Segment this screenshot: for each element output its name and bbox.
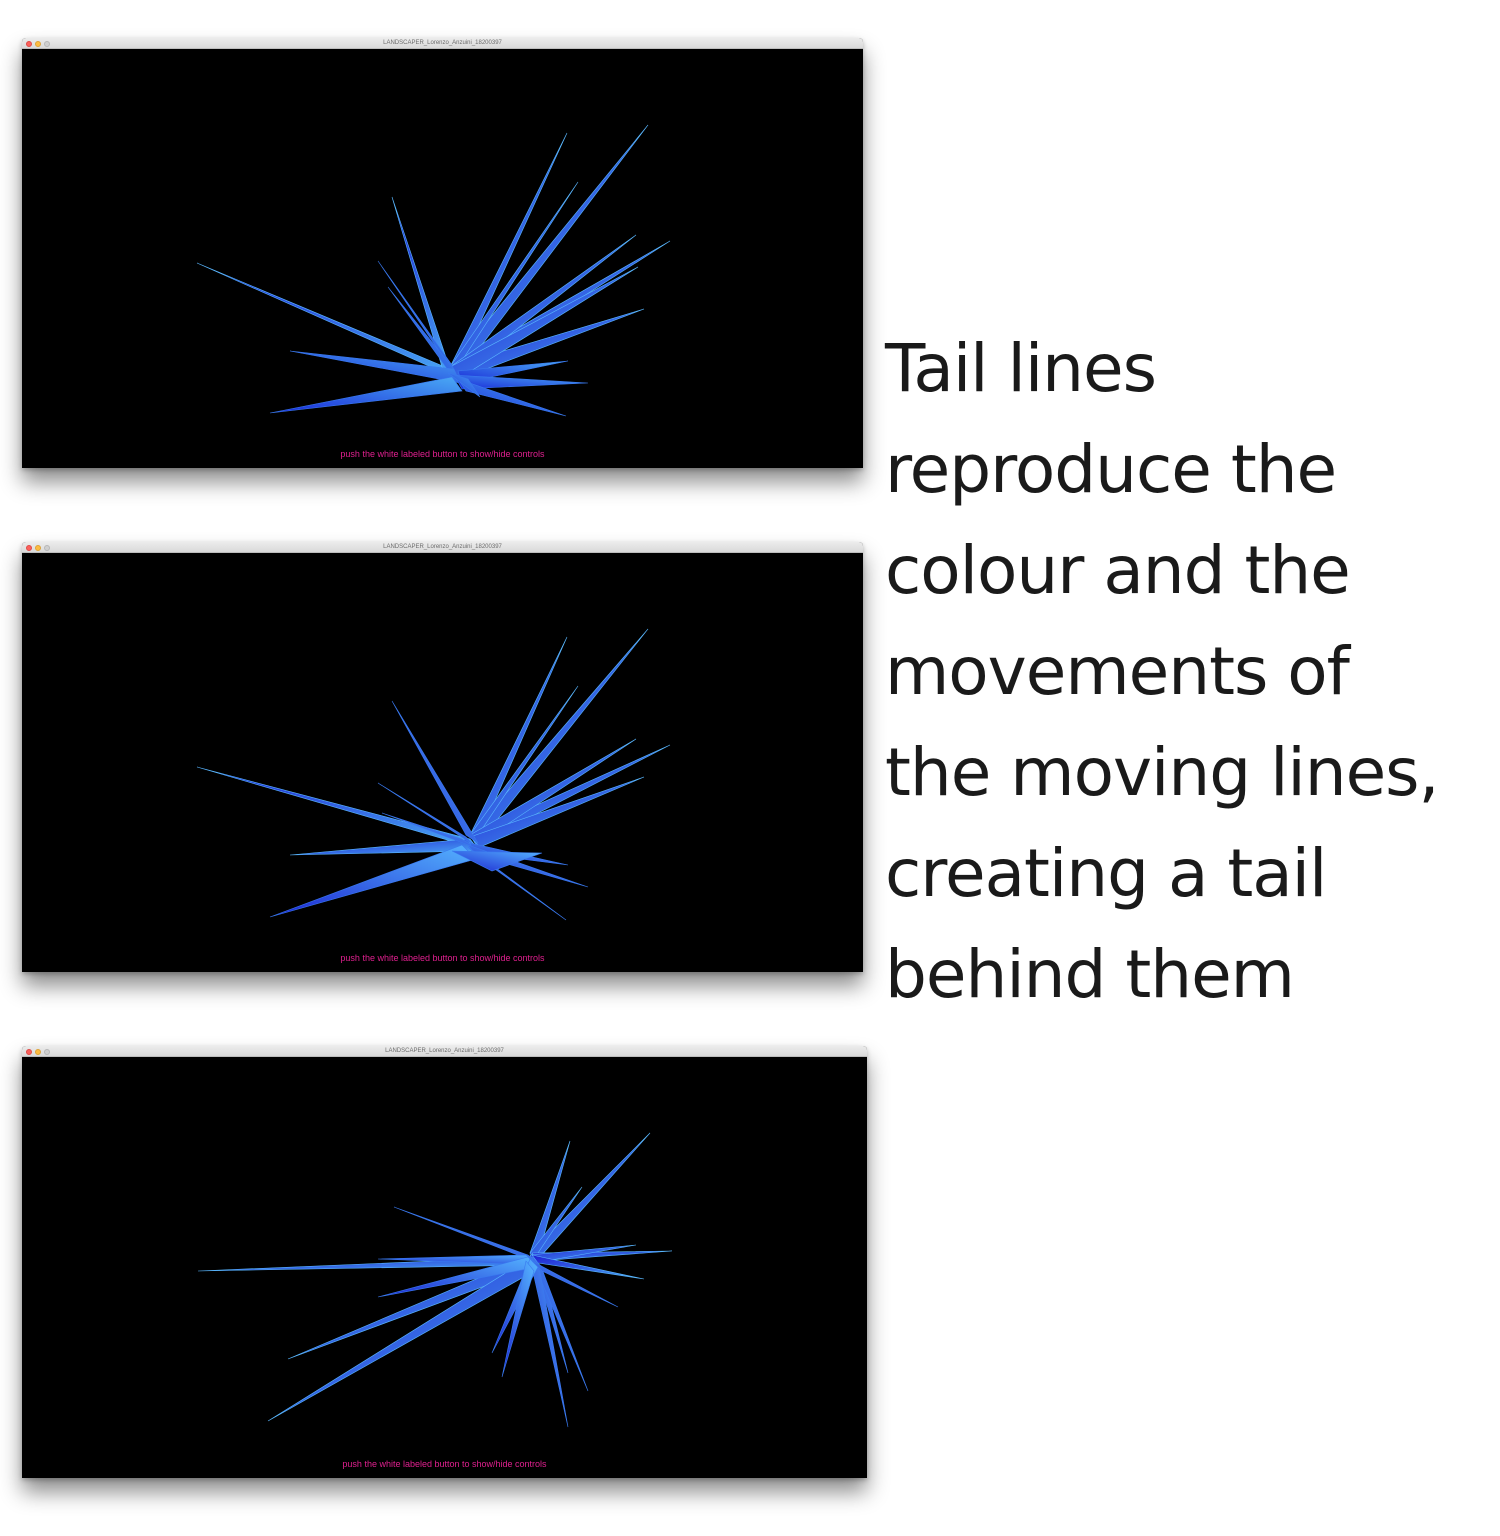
spike-sculpture-1: [196, 124, 671, 417]
minimize-icon[interactable]: [35, 40, 41, 47]
window-title: LANDSCAPER_Lorenzo_Anzuini_18200397: [385, 1048, 504, 1054]
sketch-canvas[interactable]: push the white labeled button to show/hi…: [22, 49, 863, 468]
app-window-1: LANDSCAPER_Lorenzo_Anzuini_18200397: [22, 38, 863, 468]
caption-text: Tail lines reproduce the colour and the …: [885, 318, 1495, 1025]
minimize-icon[interactable]: [35, 544, 41, 551]
caption-line: behind them: [885, 936, 1295, 1013]
close-icon[interactable]: [26, 40, 32, 47]
controls-hint: push the white labeled button to show/hi…: [342, 1459, 547, 1469]
caption-line: the moving lines,: [885, 734, 1440, 811]
app-window-3: LANDSCAPER_Lorenzo_Anzuini_18200397: [22, 1046, 867, 1478]
caption-line: reproduce the: [885, 431, 1337, 508]
caption-line: creating a tail: [885, 835, 1327, 912]
title-bar[interactable]: LANDSCAPER_Lorenzo_Anzuini_18200397: [22, 38, 863, 49]
caption-line: Tail lines: [885, 330, 1157, 407]
close-icon[interactable]: [26, 544, 32, 551]
title-bar[interactable]: LANDSCAPER_Lorenzo_Anzuini_18200397: [22, 542, 863, 553]
window-title: LANDSCAPER_Lorenzo_Anzuini_18200397: [383, 40, 502, 46]
app-window-2: LANDSCAPER_Lorenzo_Anzuini_18200397: [22, 542, 863, 972]
title-bar[interactable]: LANDSCAPER_Lorenzo_Anzuini_18200397: [22, 1046, 867, 1057]
minimize-icon[interactable]: [35, 1048, 41, 1055]
sketch-canvas[interactable]: push the white labeled button to show/hi…: [22, 1057, 867, 1478]
window-title: LANDSCAPER_Lorenzo_Anzuini_18200397: [383, 544, 502, 550]
spike-sculpture-3: [197, 1132, 673, 1428]
maximize-icon[interactable]: [44, 40, 50, 47]
close-icon[interactable]: [26, 1048, 32, 1055]
maximize-icon[interactable]: [44, 1048, 50, 1055]
spike-sculpture-2: [196, 628, 671, 921]
controls-hint: push the white labeled button to show/hi…: [340, 953, 545, 963]
sketch-canvas[interactable]: push the white labeled button to show/hi…: [22, 553, 863, 972]
caption-line: colour and the: [885, 532, 1351, 609]
controls-hint: push the white labeled button to show/hi…: [340, 449, 545, 459]
caption-line: movements of: [885, 633, 1350, 710]
maximize-icon[interactable]: [44, 544, 50, 551]
